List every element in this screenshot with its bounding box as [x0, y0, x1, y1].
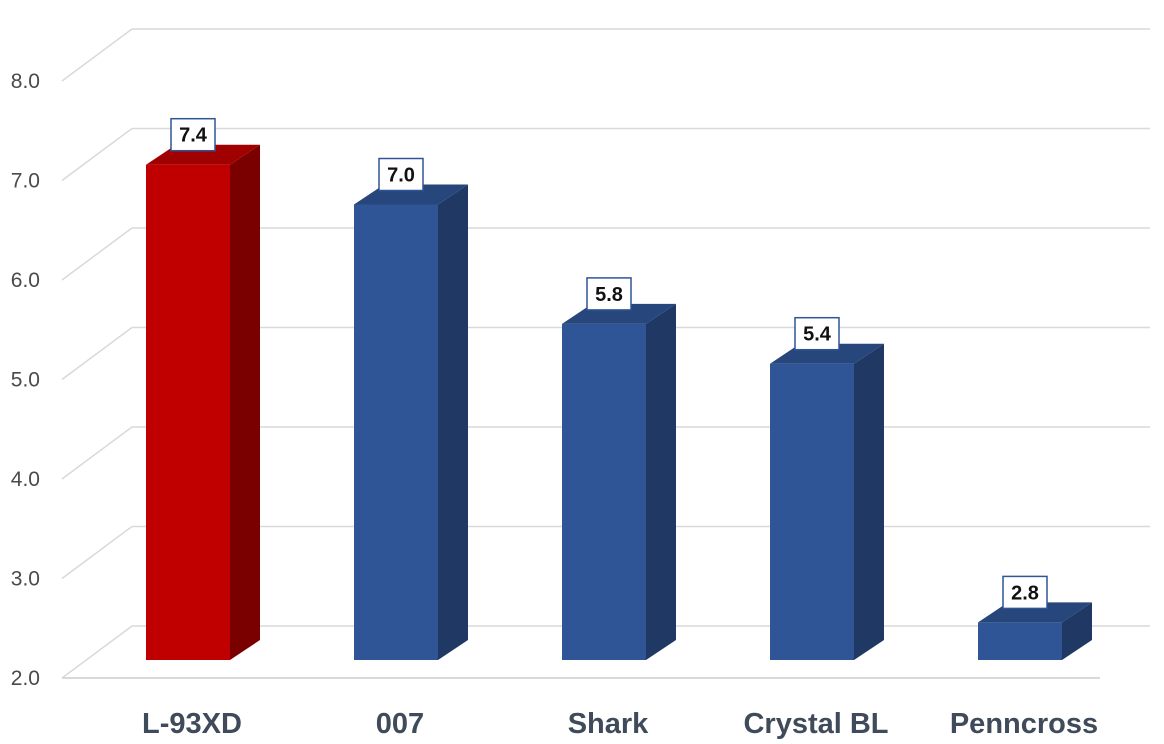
x-tick-label: Crystal BL	[743, 708, 888, 740]
bar-side	[230, 144, 260, 660]
x-tick-label: 007	[376, 708, 424, 740]
bar-shark	[562, 303, 676, 660]
data-label: 7.0	[387, 165, 415, 187]
y-axis: 2.0 3.0 4.0 5.0 6.0 7.0 8.0	[11, 70, 40, 690]
bars	[146, 144, 1092, 660]
data-label-frame	[586, 277, 632, 311]
gridline-side-1	[61, 525, 133, 580]
bar-side	[854, 343, 884, 660]
gridline-side-6	[61, 28, 133, 82]
data-label-frame	[794, 316, 840, 351]
y-tick-label: 8.0	[11, 70, 40, 93]
y-tick-label: 7.0	[11, 170, 40, 193]
bar-penncross	[978, 602, 1092, 660]
bar-front	[146, 164, 230, 660]
data-label: 2.8	[1011, 582, 1039, 604]
bar-front	[562, 323, 646, 660]
bar-front	[354, 204, 438, 660]
gridline-side-2	[61, 426, 133, 480]
data-label-box: 7.4	[170, 117, 216, 152]
gridline-side-5	[61, 127, 133, 182]
bar-side	[646, 303, 676, 660]
data-label: 5.8	[595, 284, 623, 306]
y-tick-label: 3.0	[11, 568, 40, 591]
data-label-box: 5.8	[586, 277, 632, 311]
bar-007	[354, 184, 468, 660]
y-tick-label: 4.0	[11, 468, 40, 491]
data-label-frame	[378, 157, 424, 192]
data-label: 5.4	[803, 324, 832, 346]
y-tick-label: 5.0	[11, 369, 40, 392]
data-labels: 7.4 7.0 5.8 5.4 2.8	[170, 117, 1048, 610]
bar-side	[1062, 602, 1092, 660]
bar-crystal-bl	[770, 343, 884, 660]
data-label-box: 7.0	[378, 157, 424, 192]
bar-side	[438, 184, 468, 660]
data-label-frame	[170, 117, 216, 152]
gridline-side-4	[61, 227, 133, 281]
gridline-side-3	[61, 326, 133, 381]
bar-front	[978, 622, 1062, 660]
y-tick-label: 2.0	[11, 667, 40, 690]
x-axis: L-93XD 007 Shark Crystal BL Penncross	[142, 708, 1098, 740]
bar-front	[770, 363, 854, 660]
bar-l-93xd	[146, 144, 260, 660]
data-label: 7.4	[179, 125, 208, 147]
x-tick-label: Penncross	[950, 708, 1098, 740]
x-tick-label: Shark	[568, 708, 649, 740]
gridline-side-0	[61, 625, 133, 679]
data-label-frame	[1002, 575, 1048, 610]
y-tick-label: 6.0	[11, 269, 40, 292]
x-tick-label: L-93XD	[142, 708, 242, 740]
data-label-box: 2.8	[1002, 575, 1048, 610]
data-label-box: 5.4	[794, 316, 840, 351]
